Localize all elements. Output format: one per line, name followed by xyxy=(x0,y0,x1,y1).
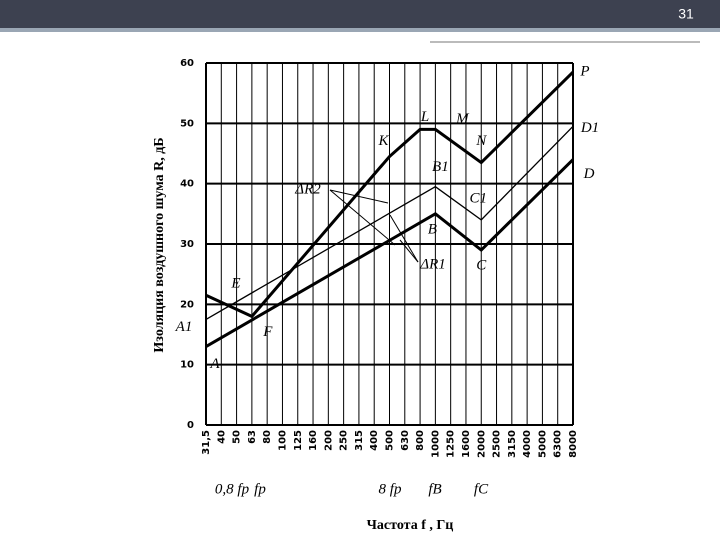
x-tick-label: 200 xyxy=(323,430,334,451)
annotation: 8 fр xyxy=(379,481,402,497)
y-axis-title: Изоляция воздушного шума R, дБ xyxy=(152,137,167,352)
leader-line xyxy=(389,214,419,263)
point-label: P xyxy=(579,63,589,79)
x-tick-label: 40 xyxy=(216,430,227,444)
x-tick-label: 400 xyxy=(369,430,380,451)
y-tick-label: 0 xyxy=(187,420,194,431)
point-label: B1 xyxy=(432,159,449,175)
x-tick-label: 2500 xyxy=(492,430,503,458)
data-line xyxy=(205,125,574,320)
leader-line xyxy=(329,189,396,246)
x-tick-label: 2000 xyxy=(476,430,487,458)
y-tick-label: 10 xyxy=(180,360,194,371)
x-tick-label: 250 xyxy=(339,430,350,451)
annotation: ΔR2 xyxy=(294,181,321,197)
point-label: A1 xyxy=(175,319,193,335)
point-label: C xyxy=(476,257,487,273)
x-tick-label: 6300 xyxy=(553,430,564,458)
x-axis-title: Частота f , Гц xyxy=(367,518,454,533)
point-label: L xyxy=(420,109,429,125)
x-tick-label: 50 xyxy=(232,430,243,444)
x-tick-label: 500 xyxy=(385,430,396,451)
annotation: fB xyxy=(428,481,441,497)
point-label: D xyxy=(583,166,595,182)
x-tick-label: 8000 xyxy=(568,430,579,458)
leader-line xyxy=(399,239,419,263)
point-label: D1 xyxy=(580,120,599,136)
x-tick-label: 800 xyxy=(415,430,426,451)
leader-line xyxy=(329,189,389,204)
x-tick-label: 100 xyxy=(277,430,288,451)
annotation: ΔR1 xyxy=(419,256,445,272)
top-bar xyxy=(0,0,720,28)
annotation: 0,8 fр xyxy=(215,481,250,497)
x-tick-label: 80 xyxy=(262,430,273,444)
point-label: N xyxy=(475,133,487,149)
point-label: C1 xyxy=(469,190,487,206)
x-tick-label: 63 xyxy=(247,430,258,444)
x-tick-label: 630 xyxy=(400,430,411,451)
y-tick-label: 40 xyxy=(180,179,194,190)
point-label: K xyxy=(377,133,389,149)
x-tick-label: 125 xyxy=(293,430,304,451)
point-label: F xyxy=(262,324,273,340)
page-number: 31 xyxy=(678,6,694,22)
x-tick-label: 31,5 xyxy=(201,430,212,455)
x-tick-label: 160 xyxy=(308,430,319,451)
x-tick-label: 5000 xyxy=(537,430,548,458)
annotation: fр xyxy=(254,481,266,497)
data-line xyxy=(205,70,575,319)
point-label: M xyxy=(455,111,470,127)
point-label: E xyxy=(230,276,240,292)
x-tick-label: 1250 xyxy=(446,430,457,458)
point-label: A xyxy=(209,356,220,372)
point-label: B xyxy=(428,221,437,237)
y-tick-label: 30 xyxy=(180,239,194,250)
x-tick-label: 4000 xyxy=(522,430,533,458)
data-line xyxy=(205,158,575,348)
y-tick-label: 60 xyxy=(180,58,194,69)
x-tick-label: 1000 xyxy=(430,430,441,458)
annotation: fC xyxy=(474,481,489,497)
x-tick-label: 1600 xyxy=(461,430,472,458)
y-tick-label: 20 xyxy=(180,299,194,310)
x-tick-label: 315 xyxy=(354,430,365,451)
x-tick-label: 3150 xyxy=(507,430,518,458)
top-stripe xyxy=(0,28,720,32)
y-tick-label: 50 xyxy=(180,118,194,129)
